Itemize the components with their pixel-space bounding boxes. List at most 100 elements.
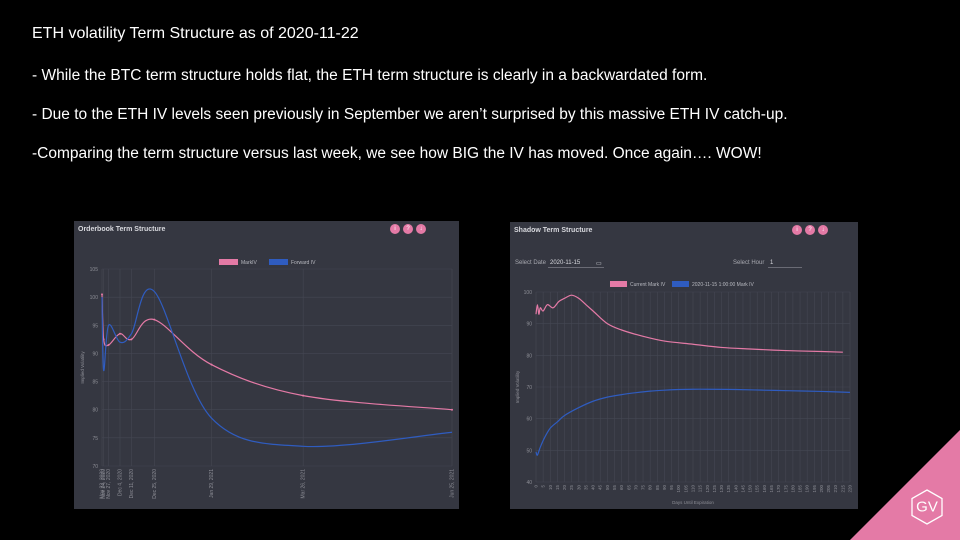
x-tick-label: 140	[733, 485, 738, 493]
download-icon[interactable]: ↓	[818, 225, 828, 235]
bullet-3: -Comparing the term structure versus las…	[32, 145, 762, 162]
y-tick-label: 70	[526, 385, 532, 391]
y-tick-label: 50	[526, 448, 532, 454]
x-tick-label: 70	[633, 485, 638, 491]
x-tick-label: 45	[598, 485, 603, 491]
x-tick-label: Nov 27, 2020	[106, 469, 112, 499]
x-tick-label: 35	[583, 485, 588, 491]
y-tick-label: 60	[526, 417, 532, 423]
x-tick-label: 155	[755, 485, 760, 493]
info-icon[interactable]: i	[390, 224, 400, 234]
orderbook-term-structure-panel: Orderbook Term Structure i ? ↓ 70 75 80 85 9…	[74, 221, 459, 509]
y-tick-label: 100	[524, 290, 533, 296]
slide-title: ETH volatility Term Structure as of 2020…	[32, 25, 359, 42]
y-tick-label: 80	[92, 408, 98, 414]
series-line-2	[101, 288, 453, 448]
y-tick-label: 75	[92, 436, 98, 442]
x-tick-label: 205	[826, 485, 831, 493]
x-tick-label: 95	[669, 485, 674, 491]
legend-label: Forward IV	[291, 260, 316, 266]
y-tick-label: 100	[90, 295, 99, 301]
calendar-icon: ▭	[596, 261, 602, 267]
x-tick-label: 185	[798, 485, 803, 493]
x-tick-label: 215	[840, 485, 845, 493]
select-hour-input[interactable]: 1	[768, 258, 802, 268]
x-tick-label: 80	[648, 485, 653, 491]
x-tick-label: 90	[662, 485, 667, 491]
series-line-1	[535, 294, 843, 353]
help-icon[interactable]: ?	[805, 225, 815, 235]
x-tick-label: 120	[705, 485, 710, 493]
x-tick-label: 85	[655, 485, 660, 491]
x-tick-label: Dec 25, 2020	[152, 469, 158, 499]
x-tick-label: 170	[776, 485, 781, 493]
x-tick-label: 55	[612, 485, 617, 491]
x-tick-label: Mar 26, 2021	[301, 469, 307, 499]
x-axis-label: Days Until Expiration	[672, 500, 714, 505]
x-tick-label: 200	[819, 485, 824, 493]
data-point	[210, 363, 213, 366]
y-tick-label: 85	[92, 380, 98, 386]
x-tick-label: 220	[848, 485, 853, 493]
select-date-label: Select Date	[515, 260, 547, 266]
y-tick-label: 40	[526, 480, 532, 486]
legend-label: 2020-11-15 1:00:00 Mark IV	[692, 282, 755, 288]
x-tick-label: 145	[740, 485, 745, 493]
series-line-2	[535, 388, 851, 456]
y-tick-label: 90	[92, 351, 98, 357]
x-tick-label: 25	[569, 485, 574, 491]
logo-text: GV	[916, 499, 938, 516]
x-tick-label: 0	[534, 485, 539, 488]
select-date-value: 2020-11-15	[550, 260, 581, 266]
logo-hexagon	[911, 489, 943, 525]
x-tick-label: 160	[762, 485, 767, 493]
x-tick-label: 190	[805, 485, 810, 493]
info-icon[interactable]: i	[792, 225, 802, 235]
y-tick-label: 90	[526, 322, 532, 328]
x-tick-label: Jun 25, 2021	[450, 469, 456, 498]
download-icon[interactable]: ↓	[416, 224, 426, 234]
legend-swatch	[672, 281, 689, 287]
data-point	[451, 408, 453, 411]
y-tick-label: 80	[526, 353, 532, 359]
x-tick-label: 165	[769, 485, 774, 493]
legend-swatch	[610, 281, 627, 287]
legend-label: MarkIV	[241, 260, 258, 266]
x-tick-label: Nov 23, 2020	[100, 469, 106, 499]
select-date-input[interactable]: 2020-11-15 ▭	[548, 258, 604, 268]
panel-title: Orderbook Term Structure	[78, 226, 166, 233]
legend-label: Current Mark IV	[630, 282, 666, 288]
data-point	[118, 332, 121, 335]
data-point	[302, 394, 305, 397]
x-tick-label: Dec 11, 2020	[129, 469, 135, 499]
x-tick-label: 180	[790, 485, 795, 493]
x-tick-label: Dec 4, 2020	[117, 469, 123, 496]
shadow-term-structure-panel: Shadow Term Structure i ? ↓ Select Date …	[510, 222, 858, 509]
x-tick-label: 175	[783, 485, 788, 493]
x-tick-label: 150	[748, 485, 753, 493]
x-tick-label: 210	[833, 485, 838, 493]
x-tick-label: 50	[605, 485, 610, 491]
logo-triangle	[850, 430, 960, 540]
x-tick-label: 135	[726, 485, 731, 493]
help-icon[interactable]: ?	[403, 224, 413, 234]
x-tick-label: 125	[712, 485, 717, 493]
x-tick-label: Nov 24, 2020	[101, 469, 107, 499]
x-tick-label: 30	[576, 485, 581, 491]
x-tick-label: 75	[641, 485, 646, 491]
legend-swatch	[219, 259, 238, 265]
y-axis-label: Implied Volatility	[515, 370, 520, 403]
bullet-1: - While the BTC term structure holds fla…	[32, 67, 708, 84]
x-tick-label: 130	[719, 485, 724, 493]
y-axis-label: Implied Volatility	[80, 351, 85, 384]
data-point	[153, 318, 156, 321]
x-tick-label: 105	[683, 485, 688, 493]
x-tick-label: 40	[591, 485, 596, 491]
slide-text: ETH volatility Term Structure as of 2020…	[32, 24, 932, 183]
x-tick-label: 65	[626, 485, 631, 491]
panel-title: Shadow Term Structure	[514, 227, 593, 234]
y-tick-label: 95	[92, 323, 98, 329]
y-tick-label: 105	[90, 267, 99, 273]
